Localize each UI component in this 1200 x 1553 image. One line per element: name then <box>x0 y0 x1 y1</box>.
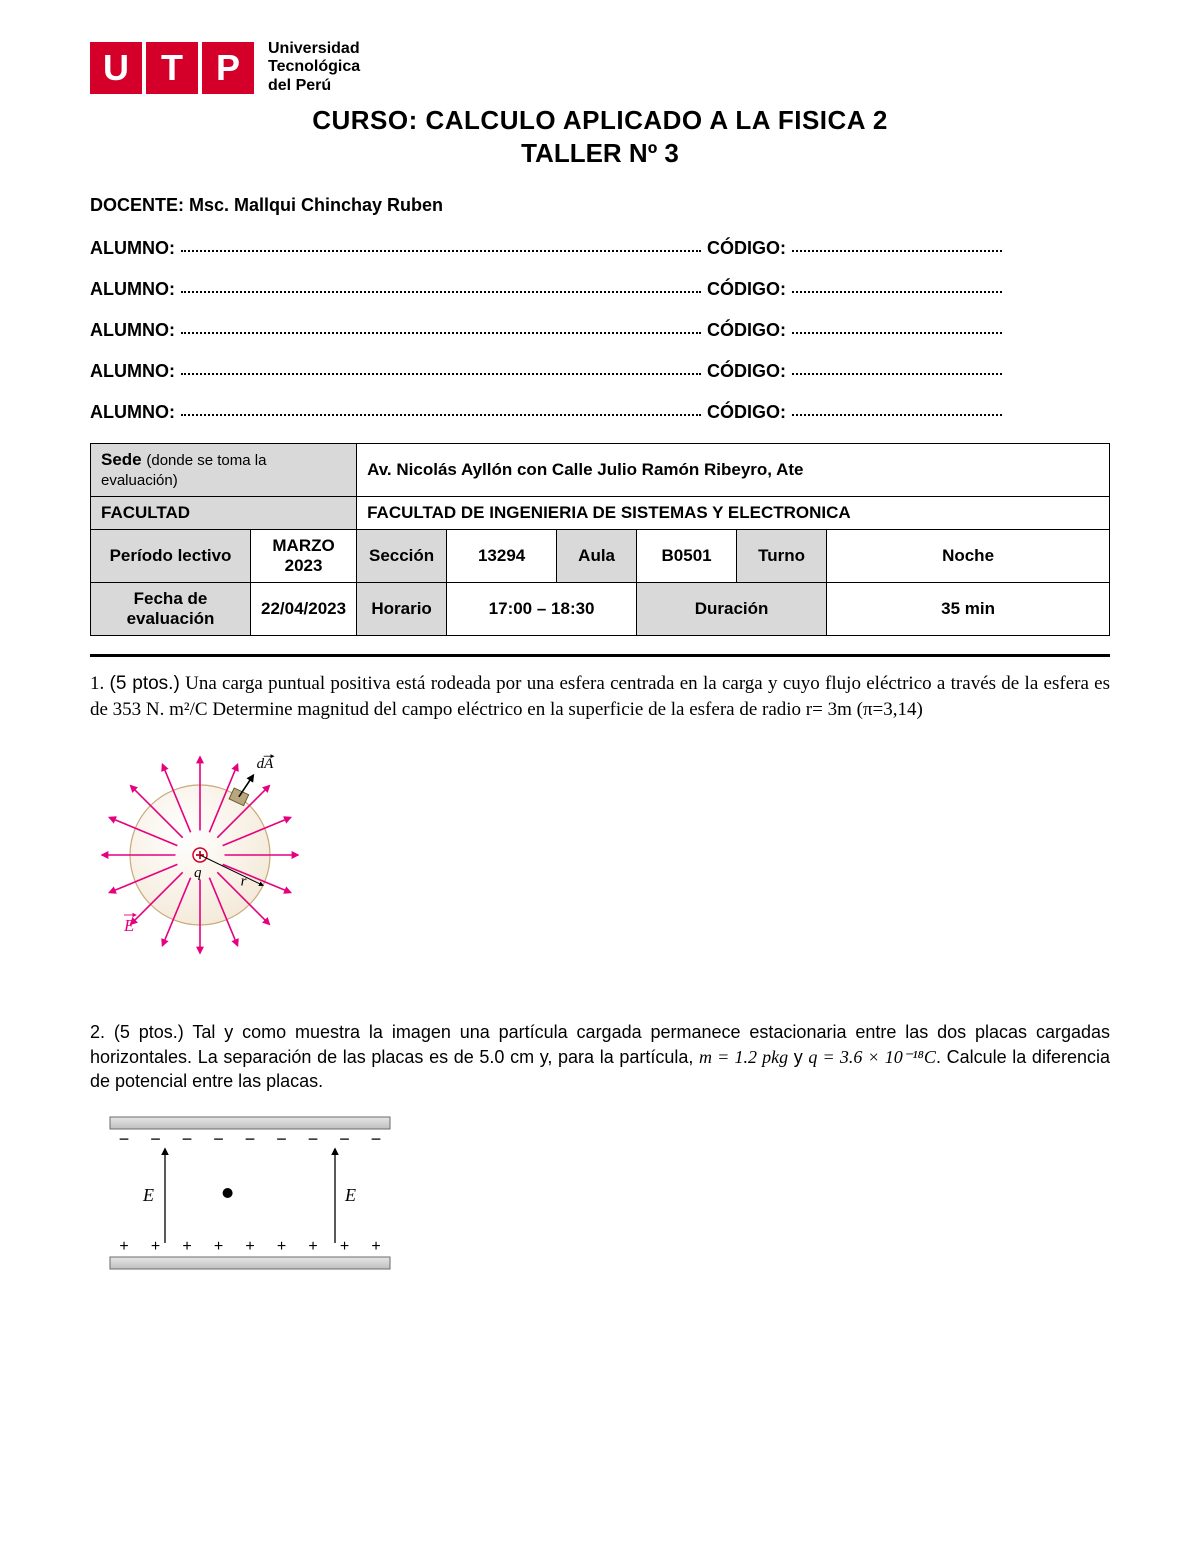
aula-label: Aula <box>557 530 637 583</box>
alumno-blank <box>181 402 701 416</box>
facultad-label: FACULTAD <box>91 497 357 530</box>
alumno-label: ALUMNO: <box>90 361 175 382</box>
alumno-row: ALUMNO: CÓDIGO: <box>90 238 1110 259</box>
duracion-label: Duración <box>637 583 827 636</box>
logo-letter-u: U <box>90 42 142 94</box>
periodo-label: Período lectivo <box>91 530 251 583</box>
sede-label: Sede <box>101 450 142 469</box>
sede-label-cell: Sede (donde se toma la evaluación) <box>91 444 357 497</box>
logo-text-line2: Tecnológica <box>268 58 360 76</box>
horario-value: 17:00 – 18:30 <box>447 583 637 636</box>
alumno-blank <box>181 320 701 334</box>
logo-text-line3: del Perú <box>268 77 360 95</box>
sede-value: Av. Nicolás Ayllón con Calle Julio Ramón… <box>357 444 1110 497</box>
p1-pts: (5 ptos.) <box>110 673 180 694</box>
svg-text:q: q <box>194 865 202 881</box>
alumno-label: ALUMNO: <box>90 320 175 341</box>
p2-mass: m = 1.2 pkg <box>699 1047 788 1067</box>
codigo-blank <box>792 361 1002 375</box>
turno-label: Turno <box>737 530 827 583</box>
codigo-label: CÓDIGO: <box>707 361 786 382</box>
svg-text:E: E <box>344 1185 356 1205</box>
duracion-value: 35 min <box>827 583 1110 636</box>
info-table: Sede (donde se toma la evaluación) Av. N… <box>90 443 1110 636</box>
svg-text:+: + <box>151 1238 160 1255</box>
codigo-label: CÓDIGO: <box>707 238 786 259</box>
logo-block: U T P Universidad Tecnológica del Perú <box>90 40 1110 95</box>
alumno-blank <box>181 279 701 293</box>
codigo-label: CÓDIGO: <box>707 320 786 341</box>
svg-text:−: − <box>245 1129 256 1149</box>
alumno-row: ALUMNO: CÓDIGO: <box>90 361 1110 382</box>
svg-text:+: + <box>371 1238 380 1255</box>
p2-pts: (5 ptos.) <box>114 1022 184 1042</box>
codigo-blank <box>792 320 1002 334</box>
svg-text:+: + <box>214 1238 223 1255</box>
codigo-label: CÓDIGO: <box>707 279 786 300</box>
problem-2: 2. (5 ptos.) Tal y como muestra la image… <box>90 1020 1110 1093</box>
facultad-value: FACULTAD DE INGENIERIA DE SISTEMAS Y ELE… <box>357 497 1110 530</box>
codigo-blank <box>792 279 1002 293</box>
horario-label: Horario <box>357 583 447 636</box>
turno-value: Noche <box>827 530 1110 583</box>
svg-text:−: − <box>339 1129 350 1149</box>
svg-text:+: + <box>245 1238 254 1255</box>
logo-letter-t: T <box>146 42 198 94</box>
worksheet-subtitle: TALLER Nº 3 <box>90 138 1110 169</box>
alumno-row: ALUMNO: CÓDIGO: <box>90 279 1110 300</box>
svg-text:+: + <box>182 1238 191 1255</box>
course-title: CURSO: CALCULO APLICADO A LA FISICA 2 <box>90 105 1110 136</box>
svg-text:E: E <box>123 916 135 935</box>
figure-1: r dA q E <box>90 740 1110 960</box>
periodo-value: MARZO 2023 <box>251 530 357 583</box>
seccion-value: 13294 <box>447 530 557 583</box>
docente-value: Msc. Mallqui Chinchay Ruben <box>189 195 443 215</box>
logo-letters: U T P <box>90 42 254 94</box>
svg-text:dA: dA <box>257 757 275 773</box>
alumno-label: ALUMNO: <box>90 402 175 423</box>
docente-label: DOCENTE: <box>90 195 184 215</box>
p2-num: 2. <box>90 1022 105 1042</box>
divider <box>90 654 1110 657</box>
svg-text:−: − <box>150 1129 161 1149</box>
seccion-label: Sección <box>357 530 447 583</box>
svg-text:−: − <box>182 1129 193 1149</box>
svg-text:E: E <box>142 1185 154 1205</box>
fecha-value: 22/04/2023 <box>251 583 357 636</box>
fecha-label: Fecha de evaluación <box>91 583 251 636</box>
aula-value: B0501 <box>637 530 737 583</box>
p2-charge: q = 3.6 × 10⁻¹⁸C <box>808 1047 936 1067</box>
alumno-label: ALUMNO: <box>90 238 175 259</box>
svg-text:+: + <box>340 1238 349 1255</box>
p2-and: y <box>788 1047 808 1067</box>
svg-text:−: − <box>213 1129 224 1149</box>
alumno-blank <box>181 361 701 375</box>
svg-text:−: − <box>371 1129 382 1149</box>
codigo-blank <box>792 402 1002 416</box>
logo-letter-p: P <box>202 42 254 94</box>
p1-text: Una carga puntual positiva está rodeada … <box>90 673 1110 720</box>
p1-num: 1. <box>90 673 104 694</box>
figure-2: − + − + − + − + − + − + − + − + − + E E <box>90 1103 1110 1283</box>
logo-text-line1: Universidad <box>268 40 360 58</box>
docente-row: DOCENTE: Msc. Mallqui Chinchay Ruben <box>90 195 1110 216</box>
alumno-label: ALUMNO: <box>90 279 175 300</box>
svg-text:+: + <box>308 1238 317 1255</box>
codigo-blank <box>792 238 1002 252</box>
svg-text:+: + <box>119 1238 128 1255</box>
svg-text:r: r <box>241 874 247 890</box>
svg-text:+: + <box>277 1238 286 1255</box>
svg-text:−: − <box>119 1129 130 1149</box>
alumno-row: ALUMNO: CÓDIGO: <box>90 402 1110 423</box>
alumno-row: ALUMNO: CÓDIGO: <box>90 320 1110 341</box>
svg-text:−: − <box>308 1129 319 1149</box>
codigo-label: CÓDIGO: <box>707 402 786 423</box>
alumno-blank <box>181 238 701 252</box>
problem-1: 1. (5 ptos.) Una carga puntual positiva … <box>90 671 1110 722</box>
logo-text: Universidad Tecnológica del Perú <box>268 40 360 95</box>
svg-text:−: − <box>276 1129 287 1149</box>
